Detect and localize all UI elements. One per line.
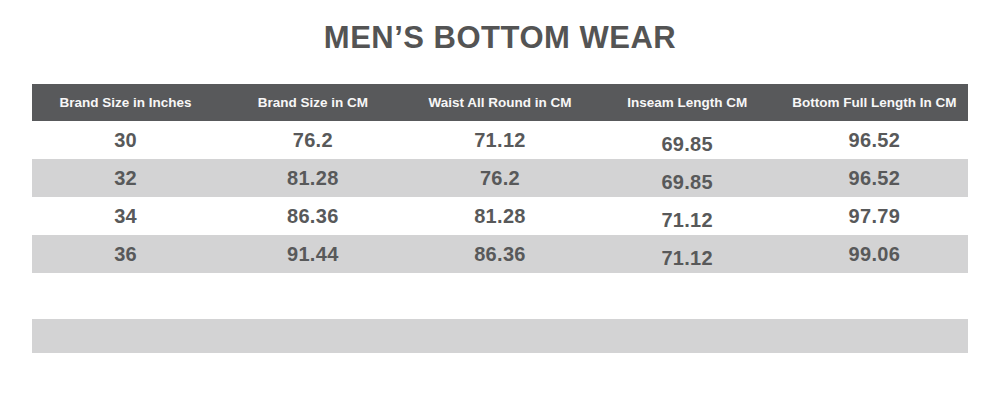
- cell-waist: 71.12: [406, 121, 593, 159]
- table-header-row: Brand Size in Inches Brand Size in CM Wa…: [32, 84, 968, 121]
- decorative-gray-bar: [32, 319, 968, 353]
- table-row: 32 81.28 76.2 69.85 96.52: [32, 159, 968, 197]
- cell-size-cm: 91.44: [219, 235, 406, 273]
- cell-size-inches: 36: [32, 235, 219, 273]
- column-header-bottom-full-length: Bottom Full Length In CM: [781, 84, 968, 121]
- cell-waist: 76.2: [406, 159, 593, 197]
- table-row: 36 91.44 86.36 71.12 99.06: [32, 235, 968, 273]
- column-header-waist-all-round: Waist All Round in CM: [406, 84, 593, 121]
- cell-inseam: 71.12: [594, 239, 781, 277]
- cell-full-length: 96.52: [781, 121, 968, 159]
- page-title: MEN’S BOTTOM WEAR: [0, 20, 1000, 56]
- cell-waist: 81.28: [406, 197, 593, 235]
- cell-size-inches: 34: [32, 197, 219, 235]
- cell-size-cm: 86.36: [219, 197, 406, 235]
- column-header-inseam-length: Inseam Length CM: [594, 84, 781, 121]
- cell-inseam: 71.12: [594, 201, 781, 239]
- cell-full-length: 99.06: [781, 235, 968, 273]
- table-row: 34 86.36 81.28 71.12 97.79: [32, 197, 968, 235]
- cell-full-length: 97.79: [781, 197, 968, 235]
- column-header-brand-size-inches: Brand Size in Inches: [32, 84, 219, 121]
- cell-size-inches: 30: [32, 121, 219, 159]
- cell-waist: 86.36: [406, 235, 593, 273]
- cell-size-cm: 81.28: [219, 159, 406, 197]
- column-header-brand-size-cm: Brand Size in CM: [219, 84, 406, 121]
- cell-size-cm: 76.2: [219, 121, 406, 159]
- cell-size-inches: 32: [32, 159, 219, 197]
- cell-inseam: 69.85: [594, 125, 781, 163]
- cell-inseam: 69.85: [594, 163, 781, 201]
- size-chart-table: Brand Size in Inches Brand Size in CM Wa…: [32, 84, 968, 273]
- cell-full-length: 96.52: [781, 159, 968, 197]
- table-row: 30 76.2 71.12 69.85 96.52: [32, 121, 968, 159]
